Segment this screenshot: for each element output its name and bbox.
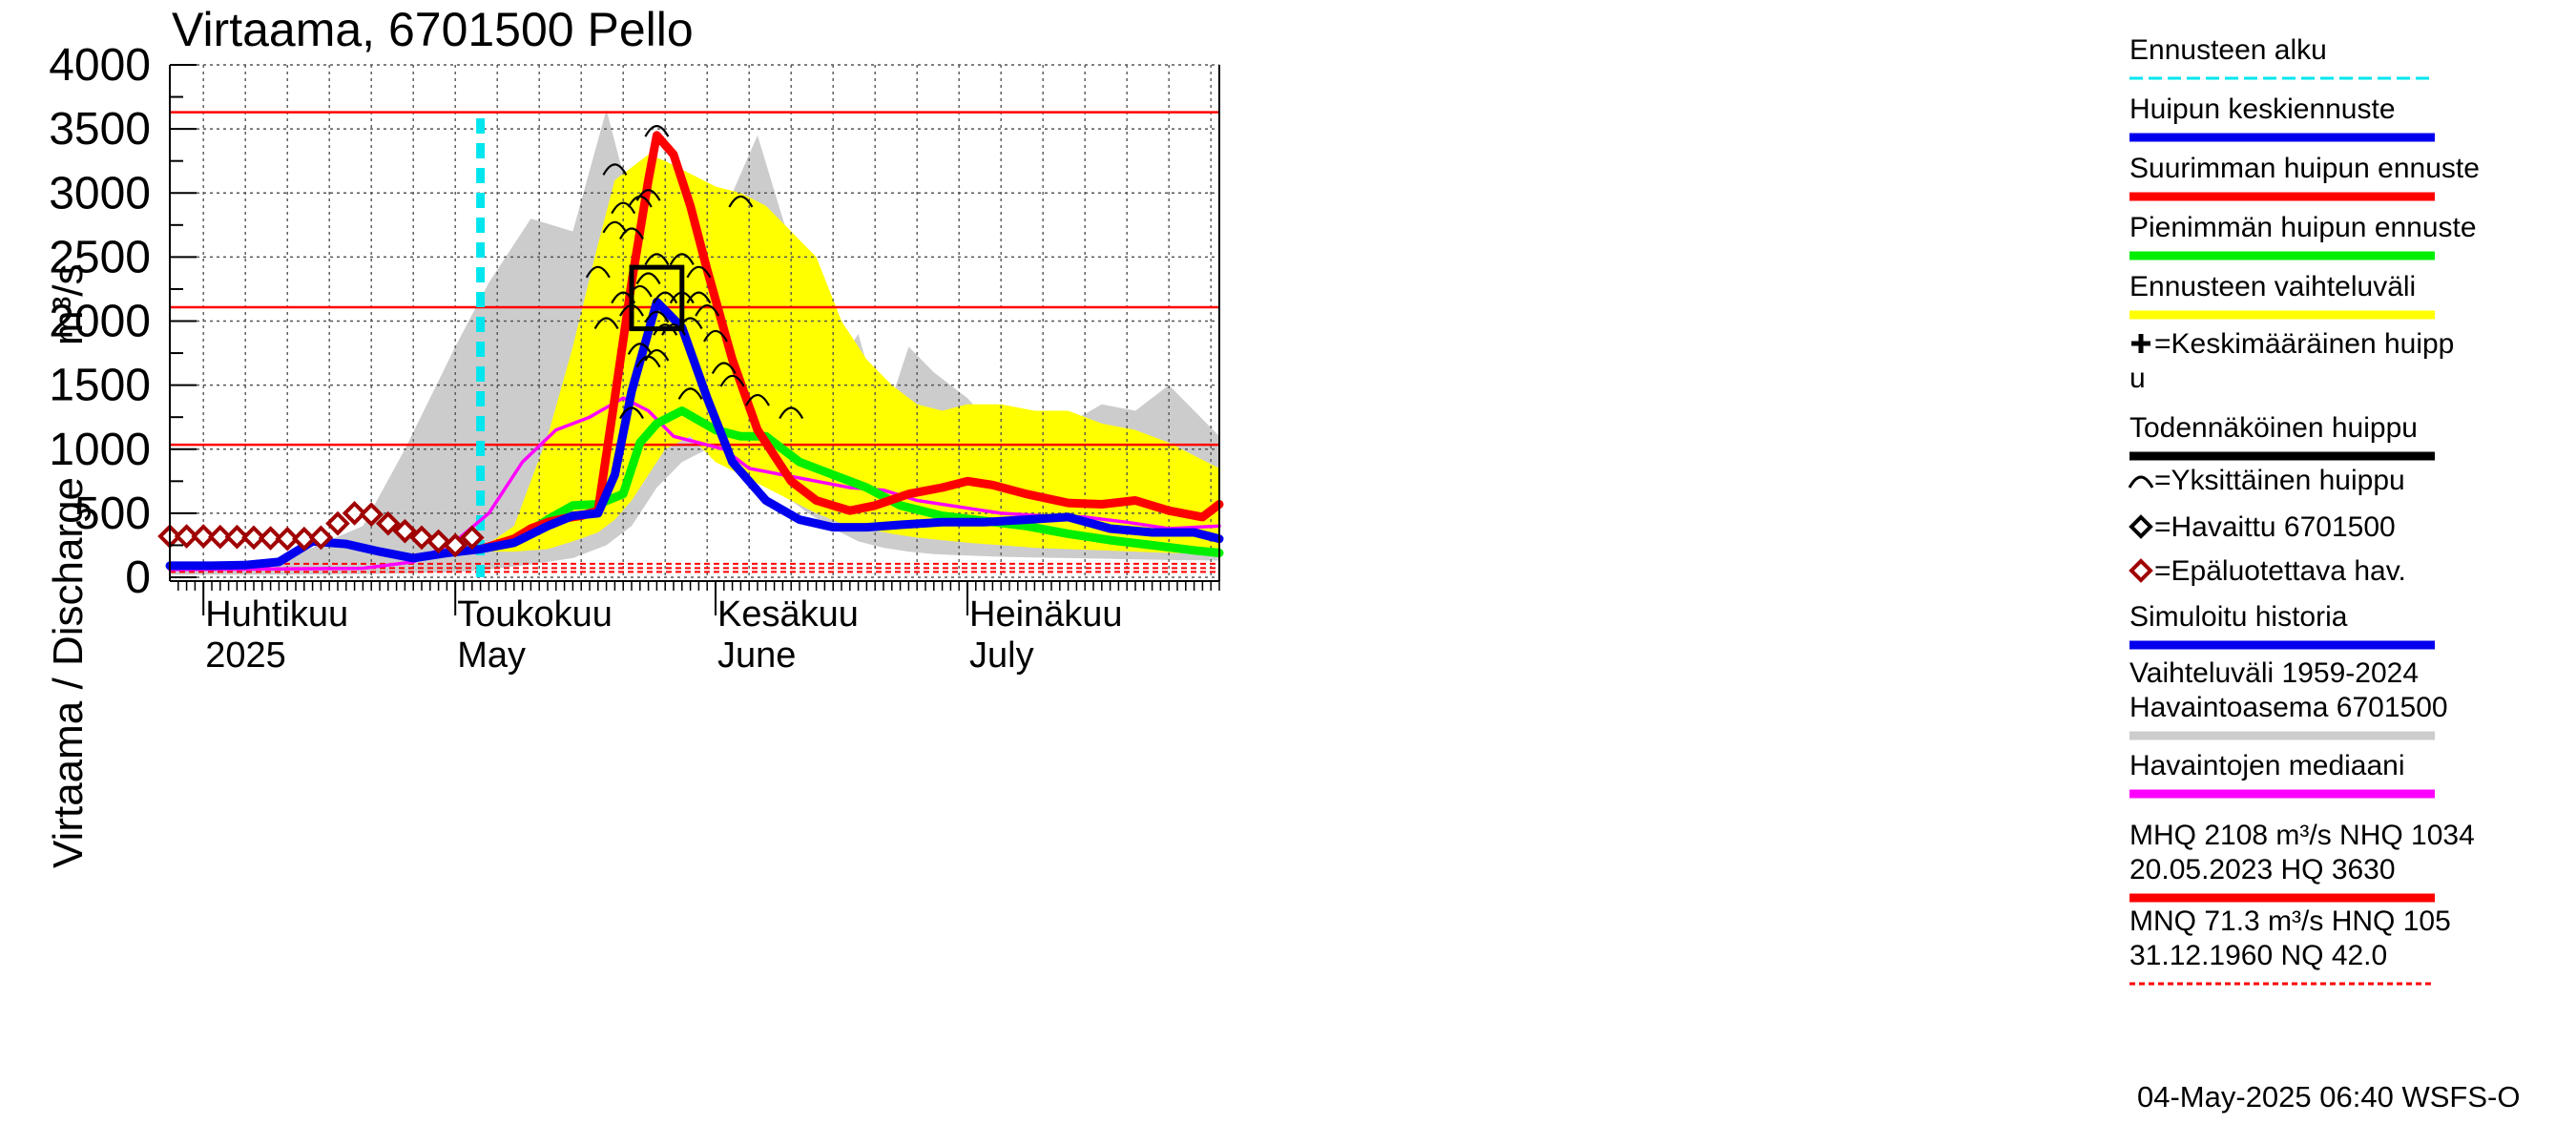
individual-peak-mark bbox=[644, 125, 670, 137]
legend-label: Ennusteen alku bbox=[2129, 34, 2327, 66]
individual-peak-mark bbox=[611, 201, 636, 215]
observed-unreliable-point bbox=[174, 524, 199, 549]
y-tick-label: 4000 bbox=[49, 40, 151, 91]
month-label-fi: Huhtikuu bbox=[205, 594, 348, 635]
observed-unreliable-point bbox=[224, 524, 250, 550]
observed-unreliable-point bbox=[426, 529, 451, 554]
legend-label: MHQ 2108 m³/s NHQ 1034 bbox=[2129, 820, 2475, 851]
month-label-fi: Heinäkuu bbox=[969, 594, 1123, 635]
y-tick-label: 0 bbox=[125, 552, 151, 603]
individual-peak-mark bbox=[779, 406, 804, 420]
individual-peak-mark bbox=[745, 393, 770, 406]
observed-unreliable-point bbox=[291, 526, 317, 552]
legend-diamond-symbol bbox=[2129, 514, 2153, 539]
individual-peak-mark bbox=[661, 323, 686, 336]
series-line-2 bbox=[476, 406, 1224, 557]
month-label-en: July bbox=[969, 635, 1034, 676]
y-axis-label: Virtaama / Discharge bbox=[45, 477, 92, 868]
individual-peak-mark bbox=[653, 291, 678, 304]
legend-label: =Keskimääräinen huipp bbox=[2154, 328, 2454, 360]
legend: Ennusteen alku Huipun keskiennuste Suurimm… bbox=[2128, 34, 2480, 986]
legend-label-line2: Havaintoasema 6701500 bbox=[2129, 692, 2448, 723]
y-tick-label: 2000 bbox=[49, 297, 151, 347]
individual-peak-mark bbox=[627, 343, 653, 355]
observed-unreliable-point bbox=[375, 510, 401, 536]
legend-label: Simuloitu historia bbox=[2129, 601, 2348, 633]
axes-layer: 0 500 1000 1500 2000 2500 3000 3500 4000 Huhtikuu… bbox=[45, 3, 2520, 1114]
individual-peak-mark bbox=[644, 310, 670, 323]
individual-peak-mark bbox=[686, 265, 712, 279]
legend-diamond-symbol bbox=[2129, 558, 2153, 583]
observed-unreliable-point bbox=[258, 526, 283, 551]
y-tick-label: 1000 bbox=[49, 425, 151, 475]
observed-unreliable-point bbox=[207, 524, 233, 550]
y-tick-label: 3500 bbox=[49, 104, 151, 155]
legend-label: MNQ 71.3 m³/s HNQ 105 bbox=[2129, 906, 2451, 937]
legend-label: Havaintojen mediaani bbox=[2129, 750, 2405, 781]
legend-label: Todennäköinen huippu bbox=[2129, 412, 2418, 444]
month-label-fi: Kesäkuu bbox=[717, 594, 859, 635]
series-line-1 bbox=[165, 297, 1224, 571]
legend-label: Suurimman huipun ennuste bbox=[2129, 153, 2480, 184]
observed-unreliable-point bbox=[392, 518, 418, 544]
legend-label: Pienimmän huipun ennuste bbox=[2129, 212, 2477, 243]
individual-peak-mark bbox=[635, 189, 661, 201]
observed-unreliable-point bbox=[308, 525, 334, 551]
individual-peak-mark bbox=[677, 387, 703, 400]
individual-peak-mark bbox=[644, 253, 670, 265]
legend-label: Ennusteen vaihteluväli bbox=[2129, 271, 2416, 302]
individual-peak-mark bbox=[719, 374, 745, 387]
individual-peak-mark bbox=[686, 291, 712, 304]
legend-plus-symbol bbox=[2131, 334, 2150, 353]
observed-unreliable-point bbox=[275, 526, 301, 552]
legend-arc-symbol bbox=[2128, 475, 2154, 489]
likely-peak-box bbox=[629, 264, 685, 332]
reference-lines-layer bbox=[170, 111, 1219, 577]
legend-label: Huipun keskiennuste bbox=[2129, 94, 2396, 125]
y-axis-unit: m³/s bbox=[45, 263, 92, 345]
timestamp-label: 04-May-2025 06:40 WSFS-O bbox=[2137, 1080, 2520, 1114]
individual-peak-mark bbox=[703, 329, 728, 343]
observed-unreliable-point bbox=[342, 501, 367, 526]
observed-unreliable-point bbox=[409, 525, 434, 551]
individual-peak-mark bbox=[635, 272, 661, 285]
legend-label: =Yksittäinen huippu bbox=[2154, 465, 2405, 496]
y-tick-label: 500 bbox=[74, 489, 151, 539]
individual-peak-mark bbox=[593, 317, 619, 330]
legend-label: =Havaittu 6701500 bbox=[2154, 511, 2396, 543]
month-label-en: 2025 bbox=[205, 635, 286, 676]
month-label-en: June bbox=[717, 635, 796, 676]
legend-label-line2: 31.12.1960 NQ 42.0 bbox=[2129, 940, 2387, 971]
chart-title: Virtaama, 6701500 Pello bbox=[172, 3, 694, 56]
legend-label-line2: u bbox=[2129, 363, 2146, 394]
individual-peak-mark bbox=[695, 304, 720, 317]
month-label-en: May bbox=[457, 635, 526, 676]
individual-peak-mark bbox=[711, 362, 737, 375]
month-label-fi: Toukokuu bbox=[457, 594, 613, 635]
individual-peak-mark bbox=[619, 406, 644, 420]
observed-unreliable-point bbox=[459, 525, 485, 551]
individual-peak-mark bbox=[669, 253, 695, 265]
legend-label: =Epäluotettava hav. bbox=[2154, 555, 2406, 587]
individual-peak-mark bbox=[619, 227, 644, 240]
individual-peak-mark bbox=[644, 348, 670, 362]
individual-peak-mark bbox=[602, 163, 628, 176]
individual-peak-mark bbox=[653, 323, 678, 336]
observed-unreliable-point bbox=[241, 525, 266, 551]
observed-unreliable-point bbox=[191, 524, 217, 549]
y-tick-label: 3000 bbox=[49, 168, 151, 219]
y-tick-label: 1500 bbox=[49, 361, 151, 411]
legend-label-line2: 20.05.2023 HQ 3630 bbox=[2129, 854, 2396, 885]
y-tick-label: 2500 bbox=[49, 232, 151, 282]
markers-layer bbox=[157, 125, 804, 558]
observed-unreliable-point bbox=[325, 510, 350, 536]
individual-peak-mark bbox=[728, 195, 754, 208]
observed-unreliable-point bbox=[359, 502, 384, 528]
individual-peak-mark bbox=[585, 265, 611, 279]
individual-peak-mark bbox=[602, 220, 628, 234]
observed-unreliable-point bbox=[443, 532, 468, 558]
legend-label: Vaihteluväli 1959-2024 bbox=[2129, 657, 2419, 689]
